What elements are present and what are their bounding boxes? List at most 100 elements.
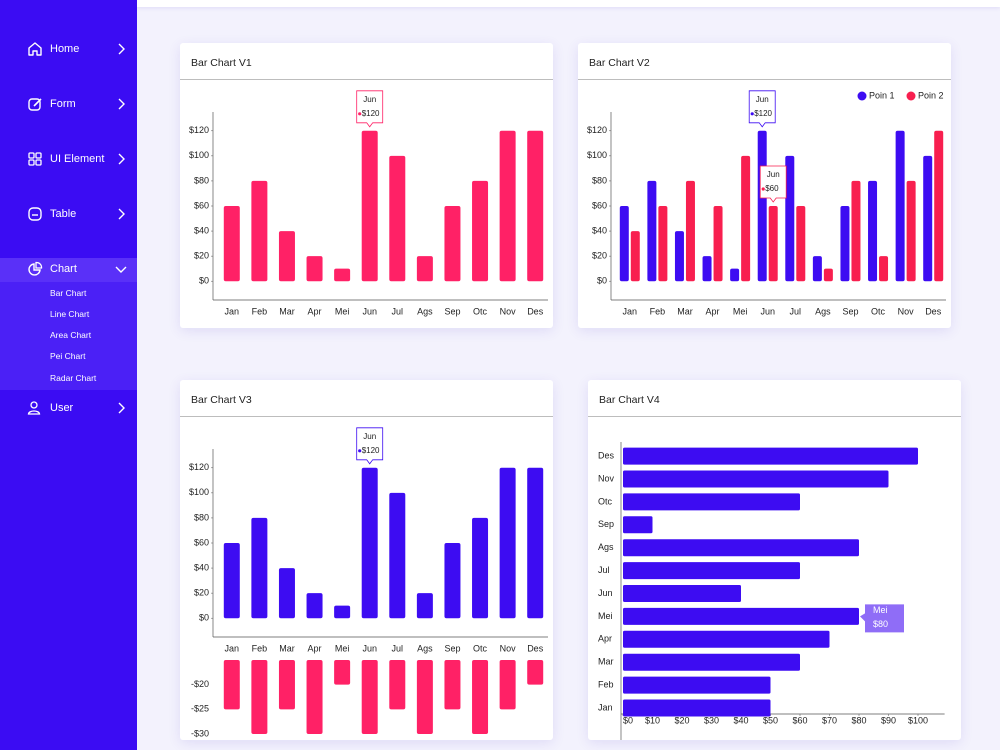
bar: [623, 699, 771, 717]
submenu-item[interactable]: Area Chart: [50, 330, 92, 340]
chart: $0 $20 $40 $60 $80 $100 $120 Jan Feb Mar Apr Mei Jun…: [587, 90, 946, 316]
x-tick-label: Jul: [392, 306, 404, 316]
chevron: [118, 43, 125, 55]
bar: [416, 256, 433, 282]
y-tick-label: $80: [592, 175, 607, 185]
chevron: [118, 98, 125, 110]
x-tick-label: Feb: [650, 306, 666, 316]
bar: [623, 470, 889, 488]
card-divider: [578, 79, 951, 80]
bar: [361, 467, 378, 619]
card-title: Bar Chart V2: [589, 57, 650, 69]
nav-item[interactable]: Form: [0, 93, 137, 117]
y-tick-label: $20: [194, 588, 209, 598]
y-tick-label: $20: [592, 251, 607, 261]
bar: [796, 206, 806, 282]
bar: [499, 130, 516, 282]
nav-label: Home: [50, 43, 80, 55]
tooltip-box: [759, 165, 787, 203]
nav-label: UI Element: [50, 153, 105, 165]
nav-item-active[interactable]: Chart: [0, 258, 137, 282]
submenu-item[interactable]: Line Chart: [50, 309, 90, 319]
nav-item[interactable]: Table: [0, 203, 137, 227]
legend-label: Poin 1: [869, 90, 895, 100]
tooltip-label: $120: [362, 446, 380, 455]
x-tick-label: Jan: [225, 306, 240, 316]
bar: [623, 539, 859, 557]
bar: [278, 568, 295, 619]
tooltip-label: $80: [873, 619, 888, 629]
x-tick-label: Jun: [362, 643, 377, 653]
bar: [702, 256, 712, 282]
x-tick-label: $60: [792, 715, 807, 725]
icon: [28, 152, 42, 166]
bar: [840, 206, 850, 282]
y-tick-label: $60: [592, 200, 607, 210]
chart: $0 $10 $20 $30 $40 $50 $60 $70 $80 $90 $100 Jan Feb M…: [598, 442, 945, 740]
card-title: Bar Chart V1: [191, 57, 252, 69]
x-tick-label: $30: [704, 715, 719, 725]
x-tick-label: Sep: [444, 643, 460, 653]
x-tick-label: Mar: [677, 306, 693, 316]
bar: [868, 180, 878, 282]
bar: [306, 593, 323, 619]
y-tick-label: Jan: [598, 702, 613, 712]
bar: [223, 660, 240, 710]
bar: [685, 180, 695, 282]
x-tick-label: Otc: [871, 306, 886, 316]
x-tick-label: Mar: [279, 306, 295, 316]
y-tick-label: $40: [194, 562, 209, 572]
bar: [768, 206, 778, 282]
y-tick-label: Feb: [598, 679, 614, 689]
bar: [623, 493, 800, 511]
y-tick-label: $100: [587, 150, 607, 160]
legend-swatch: [906, 91, 916, 101]
nav-item[interactable]: User: [0, 397, 137, 421]
y-tick-label: $100: [189, 150, 209, 160]
bar: [623, 516, 653, 534]
bar: [647, 180, 657, 282]
tooltip-title: Jun: [363, 95, 376, 104]
bar: [741, 155, 751, 282]
x-tick-label: $100: [908, 715, 928, 725]
bar: [389, 660, 406, 710]
card-title: Bar Chart V3: [191, 394, 252, 406]
bar: [306, 256, 323, 282]
bar: [472, 517, 489, 619]
submenu-item[interactable]: Pei Chart: [50, 351, 86, 361]
icon: [28, 261, 43, 276]
nav-label: Form: [50, 98, 76, 110]
legend-swatch: [857, 91, 867, 101]
bar: [623, 653, 800, 671]
nav-item[interactable]: UI Element: [0, 148, 137, 172]
bar: [444, 206, 461, 282]
y-tick-label: Otc: [598, 496, 613, 506]
bar: [251, 517, 268, 619]
tooltip-label: $60: [765, 184, 779, 193]
bar: [623, 676, 771, 694]
y-tick-label: $0: [199, 276, 209, 286]
bar: [730, 268, 740, 282]
top-bar: [137, 0, 1000, 7]
submenu-item[interactable]: Bar Chart: [50, 288, 87, 298]
y-tick-label: $100: [189, 487, 209, 497]
chart-card: $0 $10 $20 $30 $40 $50 $60 $70 $80 $90 $100 Jan Feb M…: [588, 380, 961, 740]
y-tick-label: $40: [194, 225, 209, 235]
bar: [630, 231, 640, 282]
y-tick-label: Des: [598, 450, 615, 460]
tooltip-title: Jun: [363, 432, 376, 441]
bar: [416, 660, 433, 734]
x-tick-label: $90: [881, 715, 896, 725]
bar: [619, 206, 629, 282]
x-tick-label: Mei: [335, 306, 350, 316]
nav-label: Table: [50, 208, 77, 220]
bar: [334, 660, 351, 685]
chevron: [118, 153, 125, 165]
nav-item[interactable]: Home: [0, 38, 137, 62]
x-tick-label: Nov: [500, 643, 517, 653]
icon: [28, 207, 42, 221]
submenu-item[interactable]: Radar Chart: [50, 373, 97, 383]
bar: [306, 660, 323, 734]
x-tick-label: Des: [925, 306, 942, 316]
